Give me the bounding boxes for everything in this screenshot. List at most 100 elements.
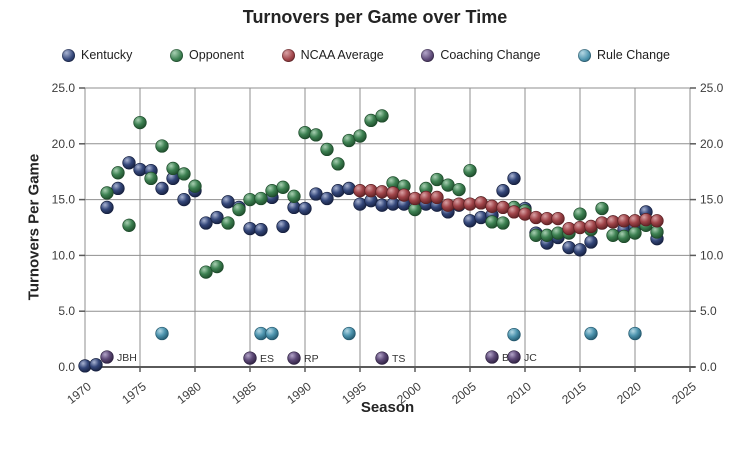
data-point-opponent	[320, 142, 334, 157]
data-point-rule-change	[507, 327, 521, 342]
data-point-ncaa-average	[386, 186, 400, 200]
data-point-kentucky	[276, 219, 290, 234]
annotation-label: JC	[524, 352, 537, 364]
data-point-opponent	[430, 172, 444, 187]
data-point-opponent	[122, 218, 136, 232]
data-point-opponent	[485, 215, 499, 229]
data-point-kentucky	[573, 243, 587, 257]
annotation-label: ES	[260, 353, 274, 365]
y-tick-label-right: 5.0	[700, 304, 717, 318]
data-point-opponent	[243, 192, 257, 207]
legend-label: Opponent	[189, 48, 244, 62]
data-point-opponent	[595, 201, 609, 216]
annotation-label: RP	[304, 353, 319, 365]
x-axis-title: Season	[360, 399, 415, 416]
data-point-opponent	[133, 115, 147, 130]
legend-item-coaching-change[interactable]: Coaching Change	[421, 48, 540, 62]
data-point-ncaa-average	[507, 205, 521, 219]
data-point-coaching-change	[375, 351, 389, 365]
rule-change-marker-icon	[578, 48, 592, 62]
data-point-rule-change	[628, 326, 642, 341]
data-point-opponent	[375, 109, 389, 123]
legend-item-rule-change[interactable]: Rule Change	[578, 48, 670, 62]
data-point-ncaa-average	[474, 196, 488, 210]
data-point-opponent	[606, 228, 620, 242]
data-point-ncaa-average	[639, 213, 653, 227]
data-point-kentucky	[342, 181, 356, 196]
data-point-kentucky	[254, 223, 268, 237]
y-tick-label-right: 10.0	[700, 248, 724, 262]
data-point-coaching-change	[243, 351, 257, 365]
data-point-opponent	[309, 128, 323, 142]
data-point-ncaa-average	[397, 188, 411, 202]
data-point-ncaa-average	[650, 214, 664, 228]
data-point-coaching-change	[485, 350, 499, 364]
kentucky-marker-icon	[62, 48, 75, 62]
data-point-opponent	[221, 216, 235, 230]
data-point-ncaa-average	[595, 216, 609, 230]
data-point-kentucky	[375, 198, 389, 212]
legend-item-ncaa-average[interactable]: NCAA Average	[281, 48, 384, 62]
data-point-ncaa-average	[606, 215, 620, 229]
legend-label: Coaching Change	[440, 48, 541, 62]
opponent-marker-icon	[170, 48, 184, 62]
data-point-kentucky	[353, 197, 367, 211]
y-tick-label-right: 25.0	[700, 81, 724, 95]
legend-item-opponent[interactable]: Opponent	[170, 48, 244, 62]
data-point-opponent	[199, 265, 213, 279]
data-point-opponent	[188, 179, 202, 193]
annotation-label: JBH	[117, 352, 137, 364]
data-point-kentucky	[100, 200, 114, 215]
data-point-opponent	[100, 186, 114, 200]
data-point-opponent	[111, 166, 125, 180]
legend-label: Rule Change	[597, 48, 670, 62]
data-point-opponent	[254, 191, 268, 206]
y-tick-label-left: 20.0	[52, 137, 76, 151]
data-point-opponent	[144, 171, 158, 186]
data-point-opponent	[573, 207, 587, 221]
data-point-opponent	[232, 202, 246, 217]
chart-legend: Kentucky Opponent NCAA Average Coaching Cha…	[62, 48, 670, 62]
data-point-ncaa-average	[375, 185, 389, 199]
data-point-opponent	[331, 157, 345, 171]
data-point-ncaa-average	[529, 210, 543, 225]
data-point-opponent	[496, 216, 510, 230]
data-point-kentucky	[122, 156, 136, 170]
annotation-label: TS	[392, 353, 405, 365]
data-point-kentucky	[221, 195, 235, 209]
data-point-coaching-change	[507, 350, 521, 364]
y-tick-label-right: 20.0	[700, 137, 724, 151]
coaching-change-marker-icon	[421, 48, 435, 62]
y-tick-label-left: 10.0	[52, 248, 76, 262]
data-point-kentucky	[287, 200, 301, 215]
data-point-kentucky	[584, 235, 598, 249]
data-point-kentucky	[463, 214, 477, 228]
data-point-ncaa-average	[628, 214, 642, 228]
data-point-opponent	[155, 139, 169, 153]
data-point-opponent	[452, 182, 466, 197]
data-point-ncaa-average	[364, 184, 378, 198]
data-point-rule-change	[342, 326, 356, 341]
data-point-opponent	[210, 259, 224, 274]
data-point-opponent	[265, 184, 279, 198]
legend-item-kentucky[interactable]: Kentucky	[62, 48, 132, 62]
data-point-ncaa-average	[485, 199, 499, 213]
data-point-opponent	[166, 161, 180, 176]
legend-label: Kentucky	[81, 48, 133, 62]
data-point-opponent	[628, 226, 642, 240]
y-tick-label-left: 5.0	[58, 304, 75, 318]
data-point-opponent	[298, 125, 312, 140]
data-point-coaching-change	[287, 351, 301, 365]
legend-label: NCAA Average	[300, 48, 384, 62]
data-point-rule-change	[265, 326, 279, 341]
chart-title: Turnovers per Game over Time	[242, 7, 508, 27]
y-tick-label-right: 0.0	[700, 360, 717, 374]
data-point-kentucky	[562, 240, 576, 255]
data-point-ncaa-average	[441, 198, 455, 212]
data-point-kentucky	[210, 210, 224, 225]
ncaa-average-marker-icon	[281, 48, 295, 62]
data-point-opponent	[177, 167, 191, 181]
data-point-kentucky	[78, 359, 92, 373]
data-point-kentucky	[496, 184, 510, 198]
